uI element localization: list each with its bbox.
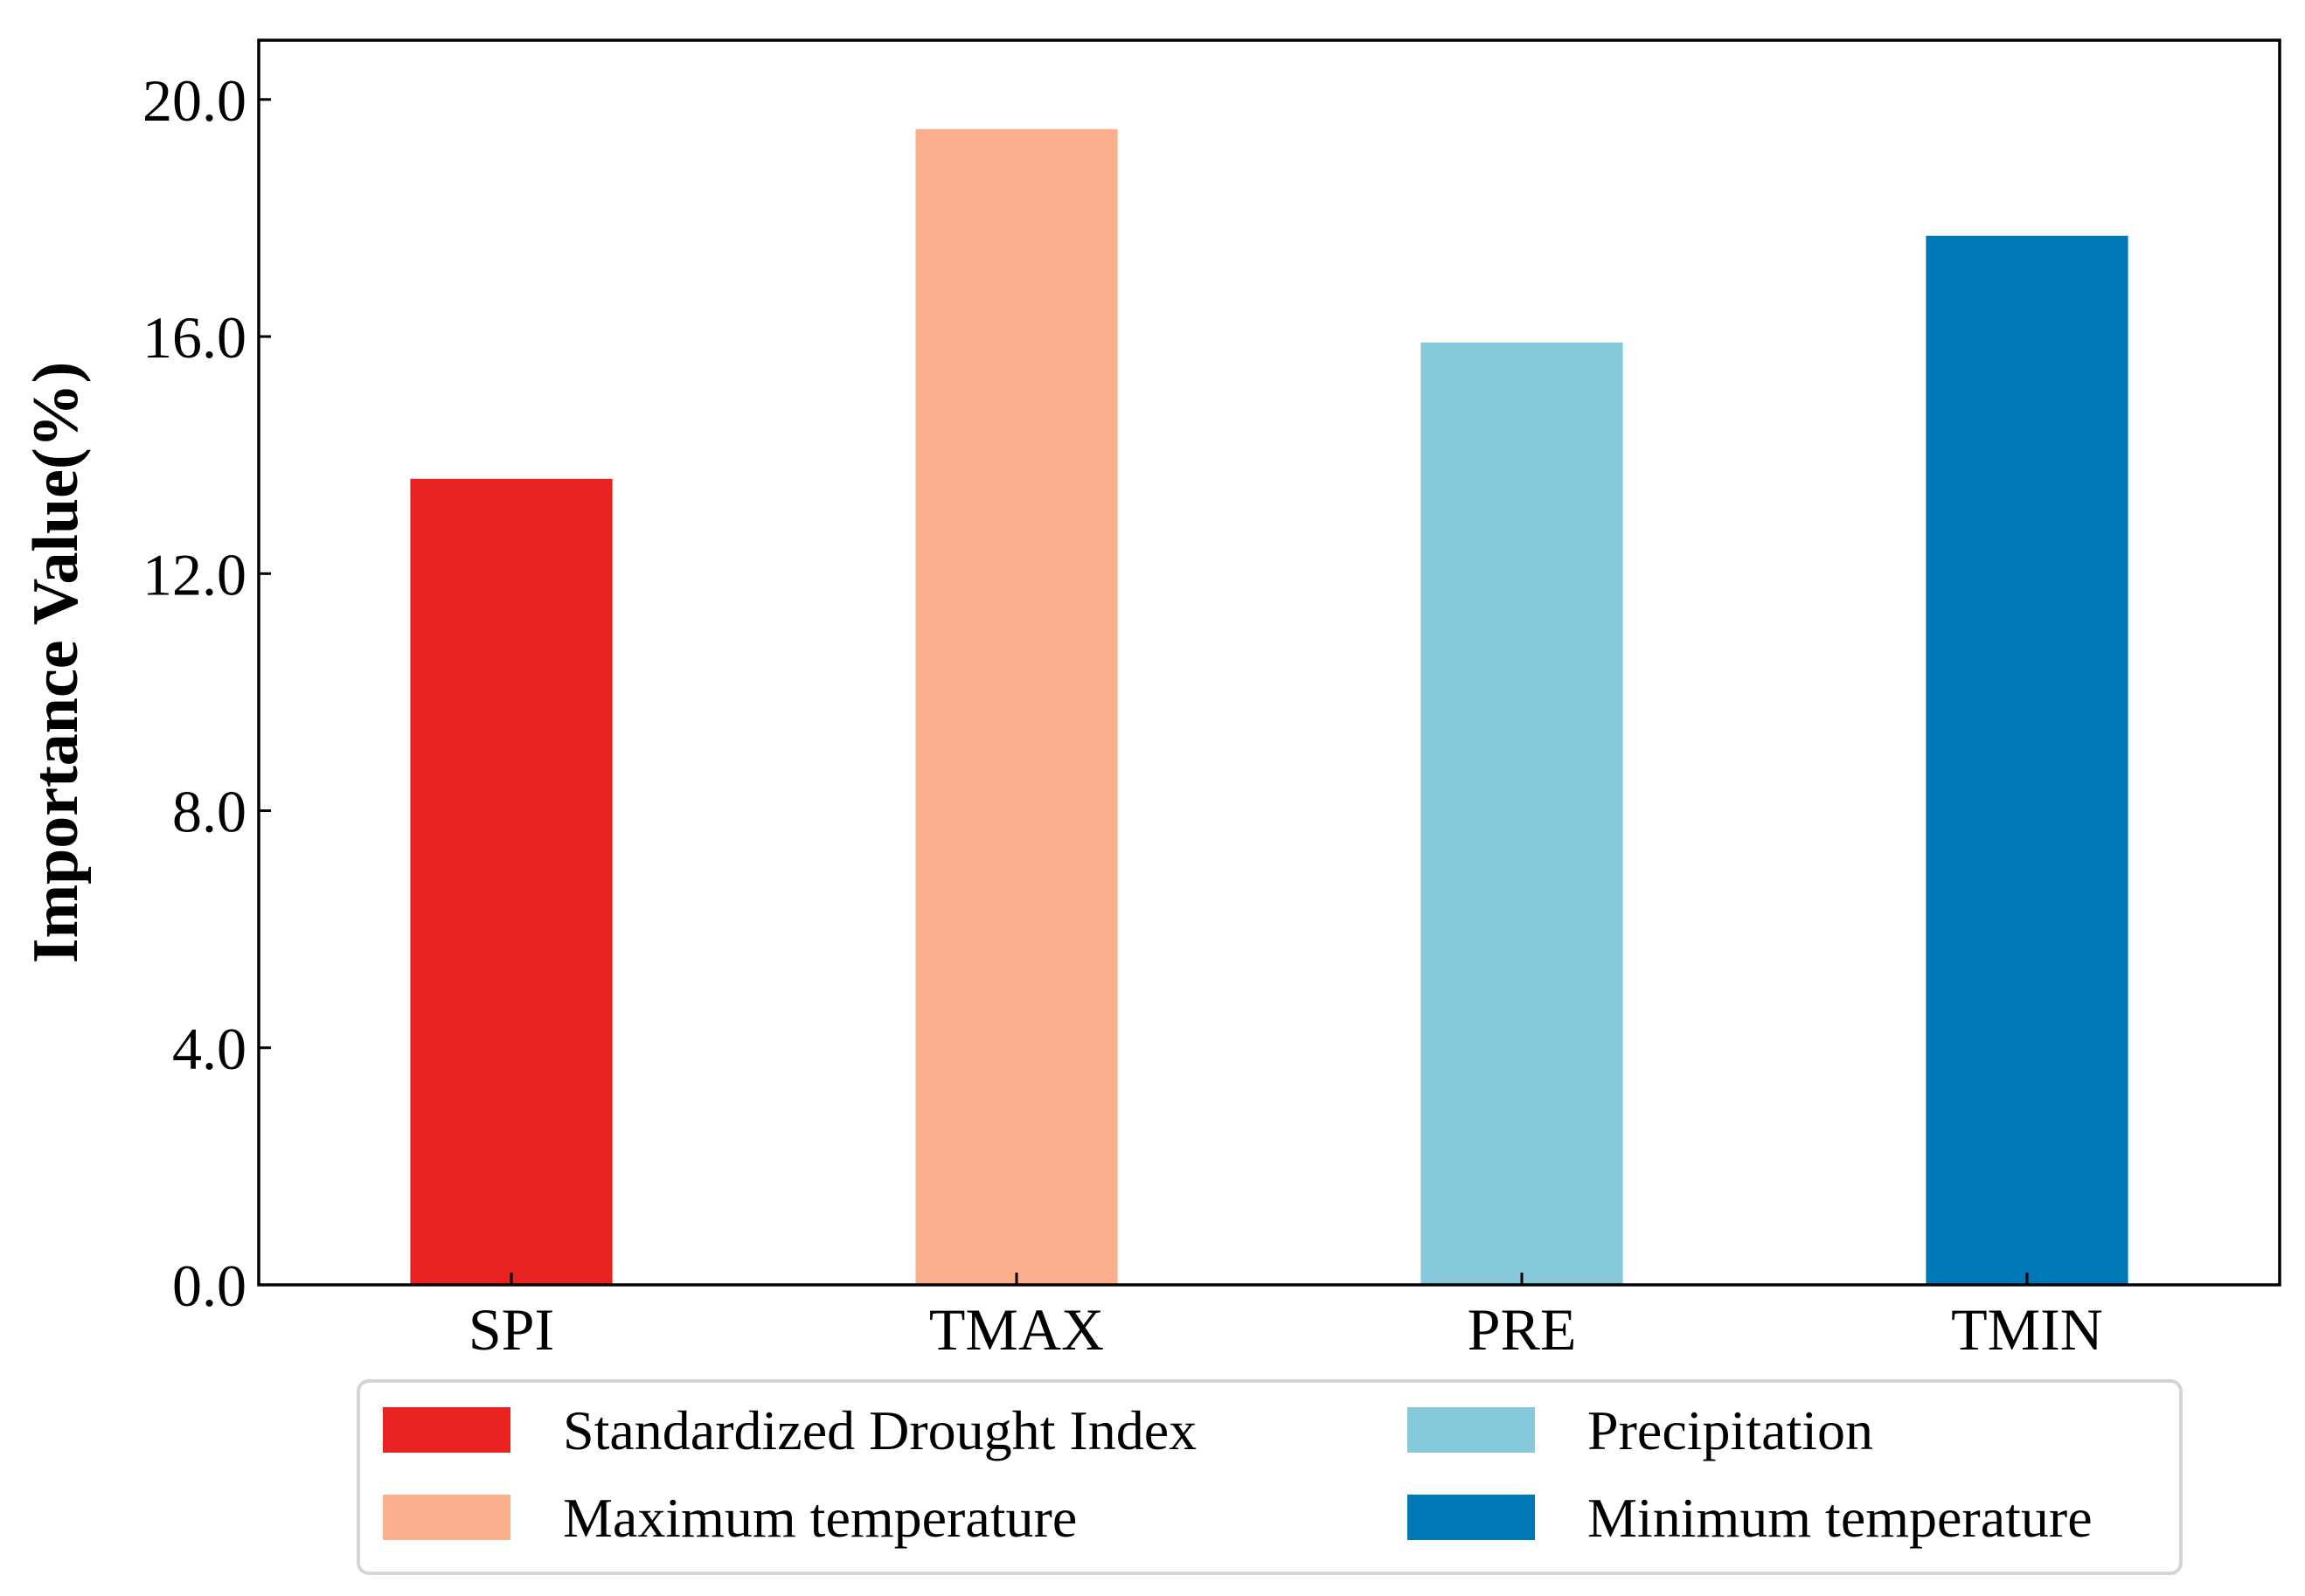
y-tick-label: 20.0 [142,67,246,134]
y-tick-label: 8.0 [172,779,246,845]
legend-swatch [383,1407,510,1453]
x-tick-label-tmax: TMAX [929,1296,1104,1363]
legend-label: Precipitation [1587,1399,1873,1461]
bar-tmax [915,128,1118,1286]
bar-tmin [1926,235,2128,1285]
bar-pre [1420,342,1623,1285]
y-tick-label: 0.0 [172,1253,246,1319]
legend-swatch [383,1495,510,1540]
x-axis: SPI TMAX PRE TMIN [469,1273,2103,1363]
legend-label: Minimum temperature [1587,1487,2093,1549]
x-tick-label-tmin: TMIN [1951,1296,2103,1363]
legend-swatch [1407,1495,1535,1540]
y-axis: 0.0 4.0 8.0 12.0 16.0 20.0 [142,67,271,1319]
legend-box [357,1379,2183,1575]
legend-label: Standardized Drought Index [563,1399,1197,1461]
legend-swatch [1407,1407,1535,1453]
y-tick-label: 16.0 [142,304,246,371]
x-tick-label-spi: SPI [469,1296,554,1363]
y-axis-label: Importance Value(%) [20,362,92,964]
y-tick-label: 4.0 [172,1016,246,1082]
plot-frame [257,38,2281,1287]
bars-layer [410,128,2128,1286]
bar-spi [410,478,613,1285]
y-tick-label: 12.0 [142,541,246,607]
legend-label: Maximum temperature [563,1487,1077,1549]
legend: Standardized Drought Index Maximum temper… [357,1379,2183,1575]
x-tick-label-pre: PRE [1468,1296,1577,1363]
